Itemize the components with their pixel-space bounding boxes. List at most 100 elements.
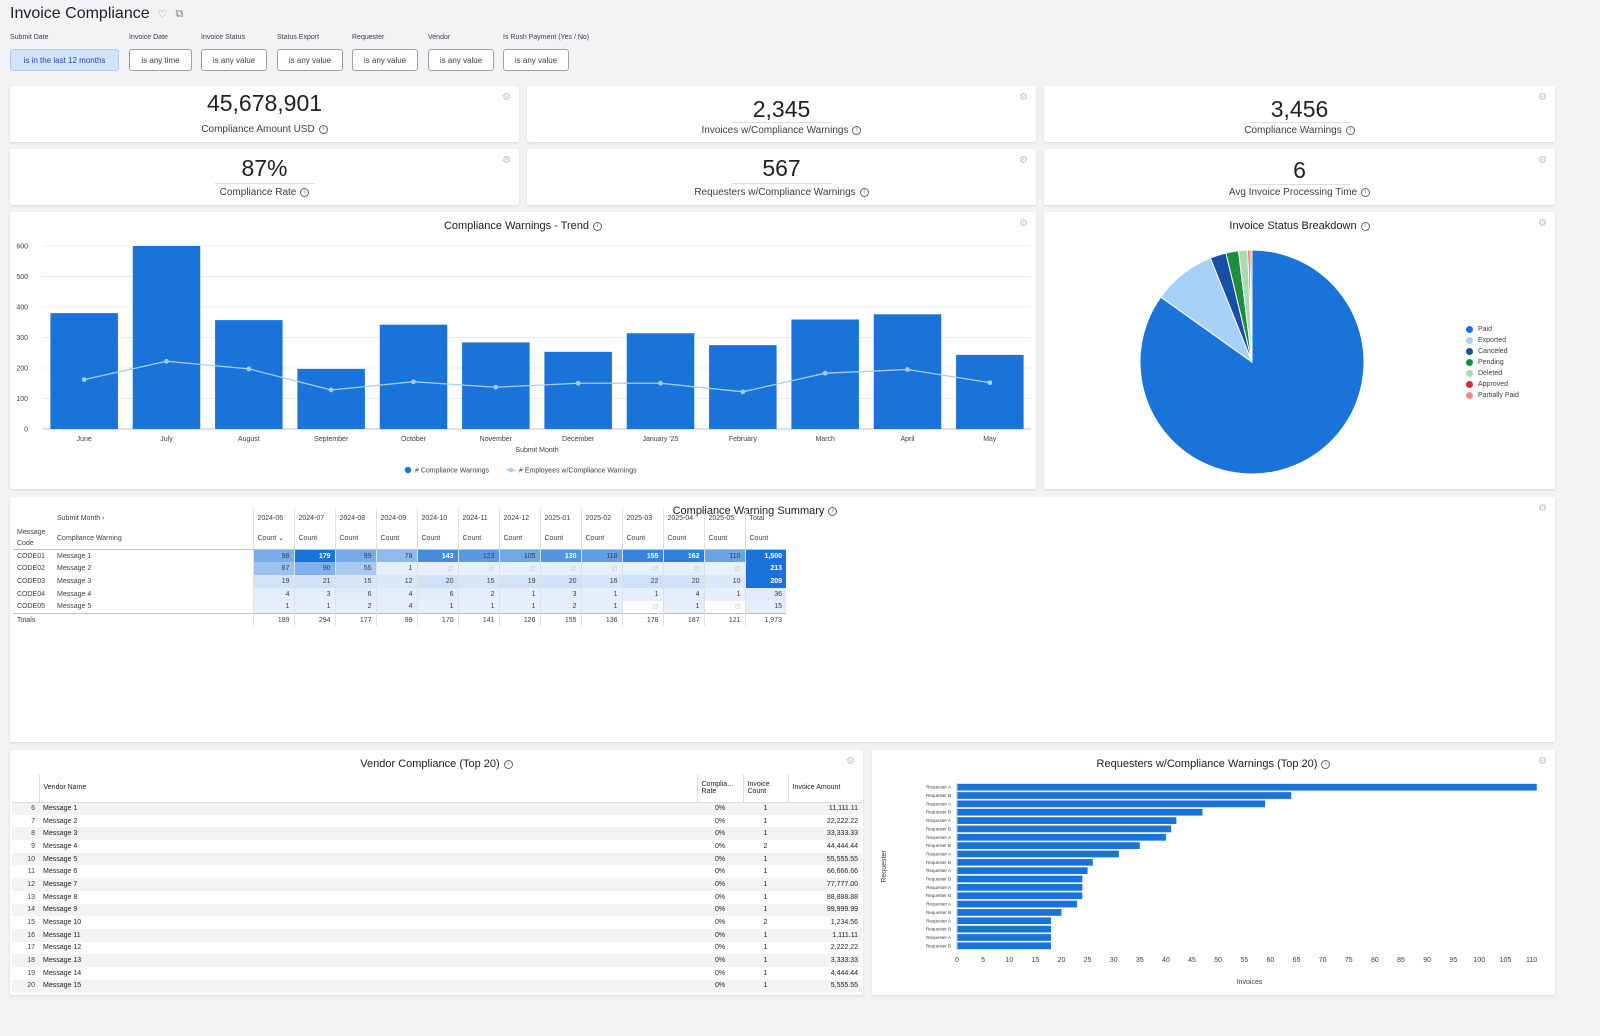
favorite-heart-icon[interactable]: ♡ [157,8,168,21]
gear-icon[interactable]: ⚙ [1019,218,1028,229]
count-cell: 21 [293,575,335,588]
count-header[interactable]: Count [621,527,663,550]
legend-item[interactable]: Canceled [1466,346,1519,357]
count-header[interactable]: Count [744,527,786,550]
requester-bar [957,833,1166,841]
gear-icon[interactable]: ⚙ [1019,92,1028,103]
vendor-row[interactable]: 17 Message 12 0% 1 2,222.22 [12,942,862,955]
legend-item[interactable]: Partially Paid [1466,390,1519,401]
filter-invoice-date-button[interactable]: is any time [129,49,192,71]
invoice-amount-header[interactable]: Invoice Amount [787,774,862,803]
info-icon[interactable]: i [859,187,869,197]
vendor-row[interactable]: 10 Message 5 0% 1 55,555.55 [12,852,862,866]
vendor-row[interactable]: 11 Message 6 0% 1 66,666.66 [12,865,862,878]
gear-icon[interactable]: ⚙ [1538,756,1547,767]
legend-item[interactable]: Exported [1466,335,1519,346]
gear-icon[interactable]: ⚙ [1538,218,1547,229]
month-header[interactable]: 2025-04 [662,509,704,527]
filter-vendor-button[interactable]: is any value [428,49,494,71]
info-icon[interactable]: i [300,187,310,197]
month-header[interactable]: 2024-10 [416,509,458,527]
gear-icon[interactable]: ⚙ [1019,155,1028,166]
count-header[interactable]: Count [539,527,581,550]
folder-icon[interactable]: ⧉ [175,7,184,20]
vendor-row[interactable]: 18 Message 13 0% 1 3,333.33 [12,954,862,967]
info-icon[interactable]: i [1361,187,1371,197]
compliance-rate-header[interactable]: Complia… Rate [696,774,743,803]
gear-icon[interactable]: ⚙ [1538,503,1547,514]
month-header[interactable]: 2024-12 [498,509,540,527]
vendor-row[interactable]: 12 Message 7 0% 1 77,777.00 [12,878,862,891]
invoice-count-cell: 1 [743,954,788,967]
gear-icon[interactable]: ⚙ [1538,155,1547,166]
vendor-row[interactable]: 7 Message 2 0% 1 22,222.22 [12,815,862,828]
info-icon[interactable]: i [1345,125,1355,135]
filter-invoice-status-button[interactable]: is any value [201,49,267,71]
vendor-row[interactable]: 15 Message 10 0% 2 1,234.56 [12,916,862,929]
month-header[interactable]: 2024-09 [375,509,417,527]
info-icon[interactable]: i [593,221,603,231]
count-header[interactable]: Count [457,527,499,550]
kpi-divider [731,183,832,184]
row-number: 11 [27,868,35,876]
count-header[interactable]: Count [498,527,540,550]
count-header[interactable]: Count [375,527,417,550]
month-header[interactable]: 2024-11 [457,509,499,527]
invoice-count-header[interactable]: Invoice Count [742,774,788,803]
info-icon[interactable]: i [503,759,513,769]
legend-item[interactable]: Pending [1466,357,1519,368]
info-icon[interactable]: i [1360,221,1370,231]
count-header[interactable]: Count ⌄ [252,527,294,550]
info-icon[interactable]: i [318,124,328,134]
filter-rush-payment-button[interactable]: is any value [503,49,569,71]
gear-icon[interactable]: ⚙ [846,756,855,767]
vendor-row[interactable]: 16 Message 11 0% 1 1,111.11 [12,928,862,942]
month-header[interactable]: 2024-08 [334,509,376,527]
message-code-header[interactable]: Message Code [13,527,53,550]
month-header[interactable]: 2025-02 [580,509,622,527]
info-icon[interactable]: i [1321,759,1331,769]
count-cell: 110 [703,549,745,563]
row-number: 17 [27,944,35,952]
trend-bar [50,313,118,429]
legend-item[interactable]: Paid [1466,324,1519,335]
filter-status-export-button[interactable]: is any value [277,49,343,71]
vendor-row[interactable]: 19 Message 14 0% 1 4,444.44 [12,967,862,980]
filter-submit-date-button[interactable]: is in the last 12 months [10,49,119,71]
vendor-row[interactable]: 13 Message 8 0% 1 88,888.88 [12,891,862,904]
vendor-row[interactable]: 9 Message 4 0% 2 44,444.44 [12,840,862,853]
filter-requester-button[interactable]: is any value [352,49,418,71]
info-icon[interactable]: i [828,506,838,516]
count-header[interactable]: Count [293,527,335,550]
compliance-warning-header[interactable]: Compliance Warning [53,527,253,550]
vendor-row[interactable]: 20 Message 15 0% 1 5,555.55 [12,979,862,993]
count-header[interactable]: Count [334,527,376,550]
count-header[interactable]: Count [662,527,704,550]
legend-item[interactable]: Approved [1466,379,1519,390]
gear-icon[interactable]: ⚙ [1538,92,1547,103]
count-header[interactable]: Count [580,527,622,550]
gear-icon[interactable]: ⚙ [502,92,511,103]
legend-item[interactable]: Deleted [1466,368,1519,379]
count-header[interactable]: Count [703,527,745,550]
x-tick-label: 15 [1031,957,1039,964]
month-header[interactable]: Total [744,509,786,527]
gear-icon[interactable]: ⚙ [502,155,511,166]
count-cell: 90 [293,562,335,576]
month-header[interactable]: 2025-01 [539,509,581,527]
info-icon[interactable]: i [852,125,862,135]
vendor-row[interactable]: 8 Message 3 0% 1 33,333.33 [12,827,862,841]
month-header[interactable]: 2025-03 [621,509,663,527]
kpi-label-text: Invoices w/Compliance Warnings [701,125,849,136]
vendor-name-header[interactable]: Vendor Name [38,774,697,803]
x-tick-label: 50 [1214,957,1222,964]
month-header[interactable]: 2024-06 [252,509,294,527]
month-header[interactable]: 2025-05 [703,509,745,527]
vendor-row[interactable]: 6 Message 1 0% 1 11,111.11 [12,802,862,815]
submit-month-header[interactable]: Submit Month › [57,514,105,522]
kpi-label-text: Compliance Amount USD [201,124,315,135]
vendor-row[interactable]: 14 Message 9 0% 1 99,999.99 [12,903,862,917]
count-header[interactable]: Count [416,527,458,550]
x-tick-label: 80 [1371,957,1379,964]
month-header[interactable]: 2024-07 [293,509,335,527]
